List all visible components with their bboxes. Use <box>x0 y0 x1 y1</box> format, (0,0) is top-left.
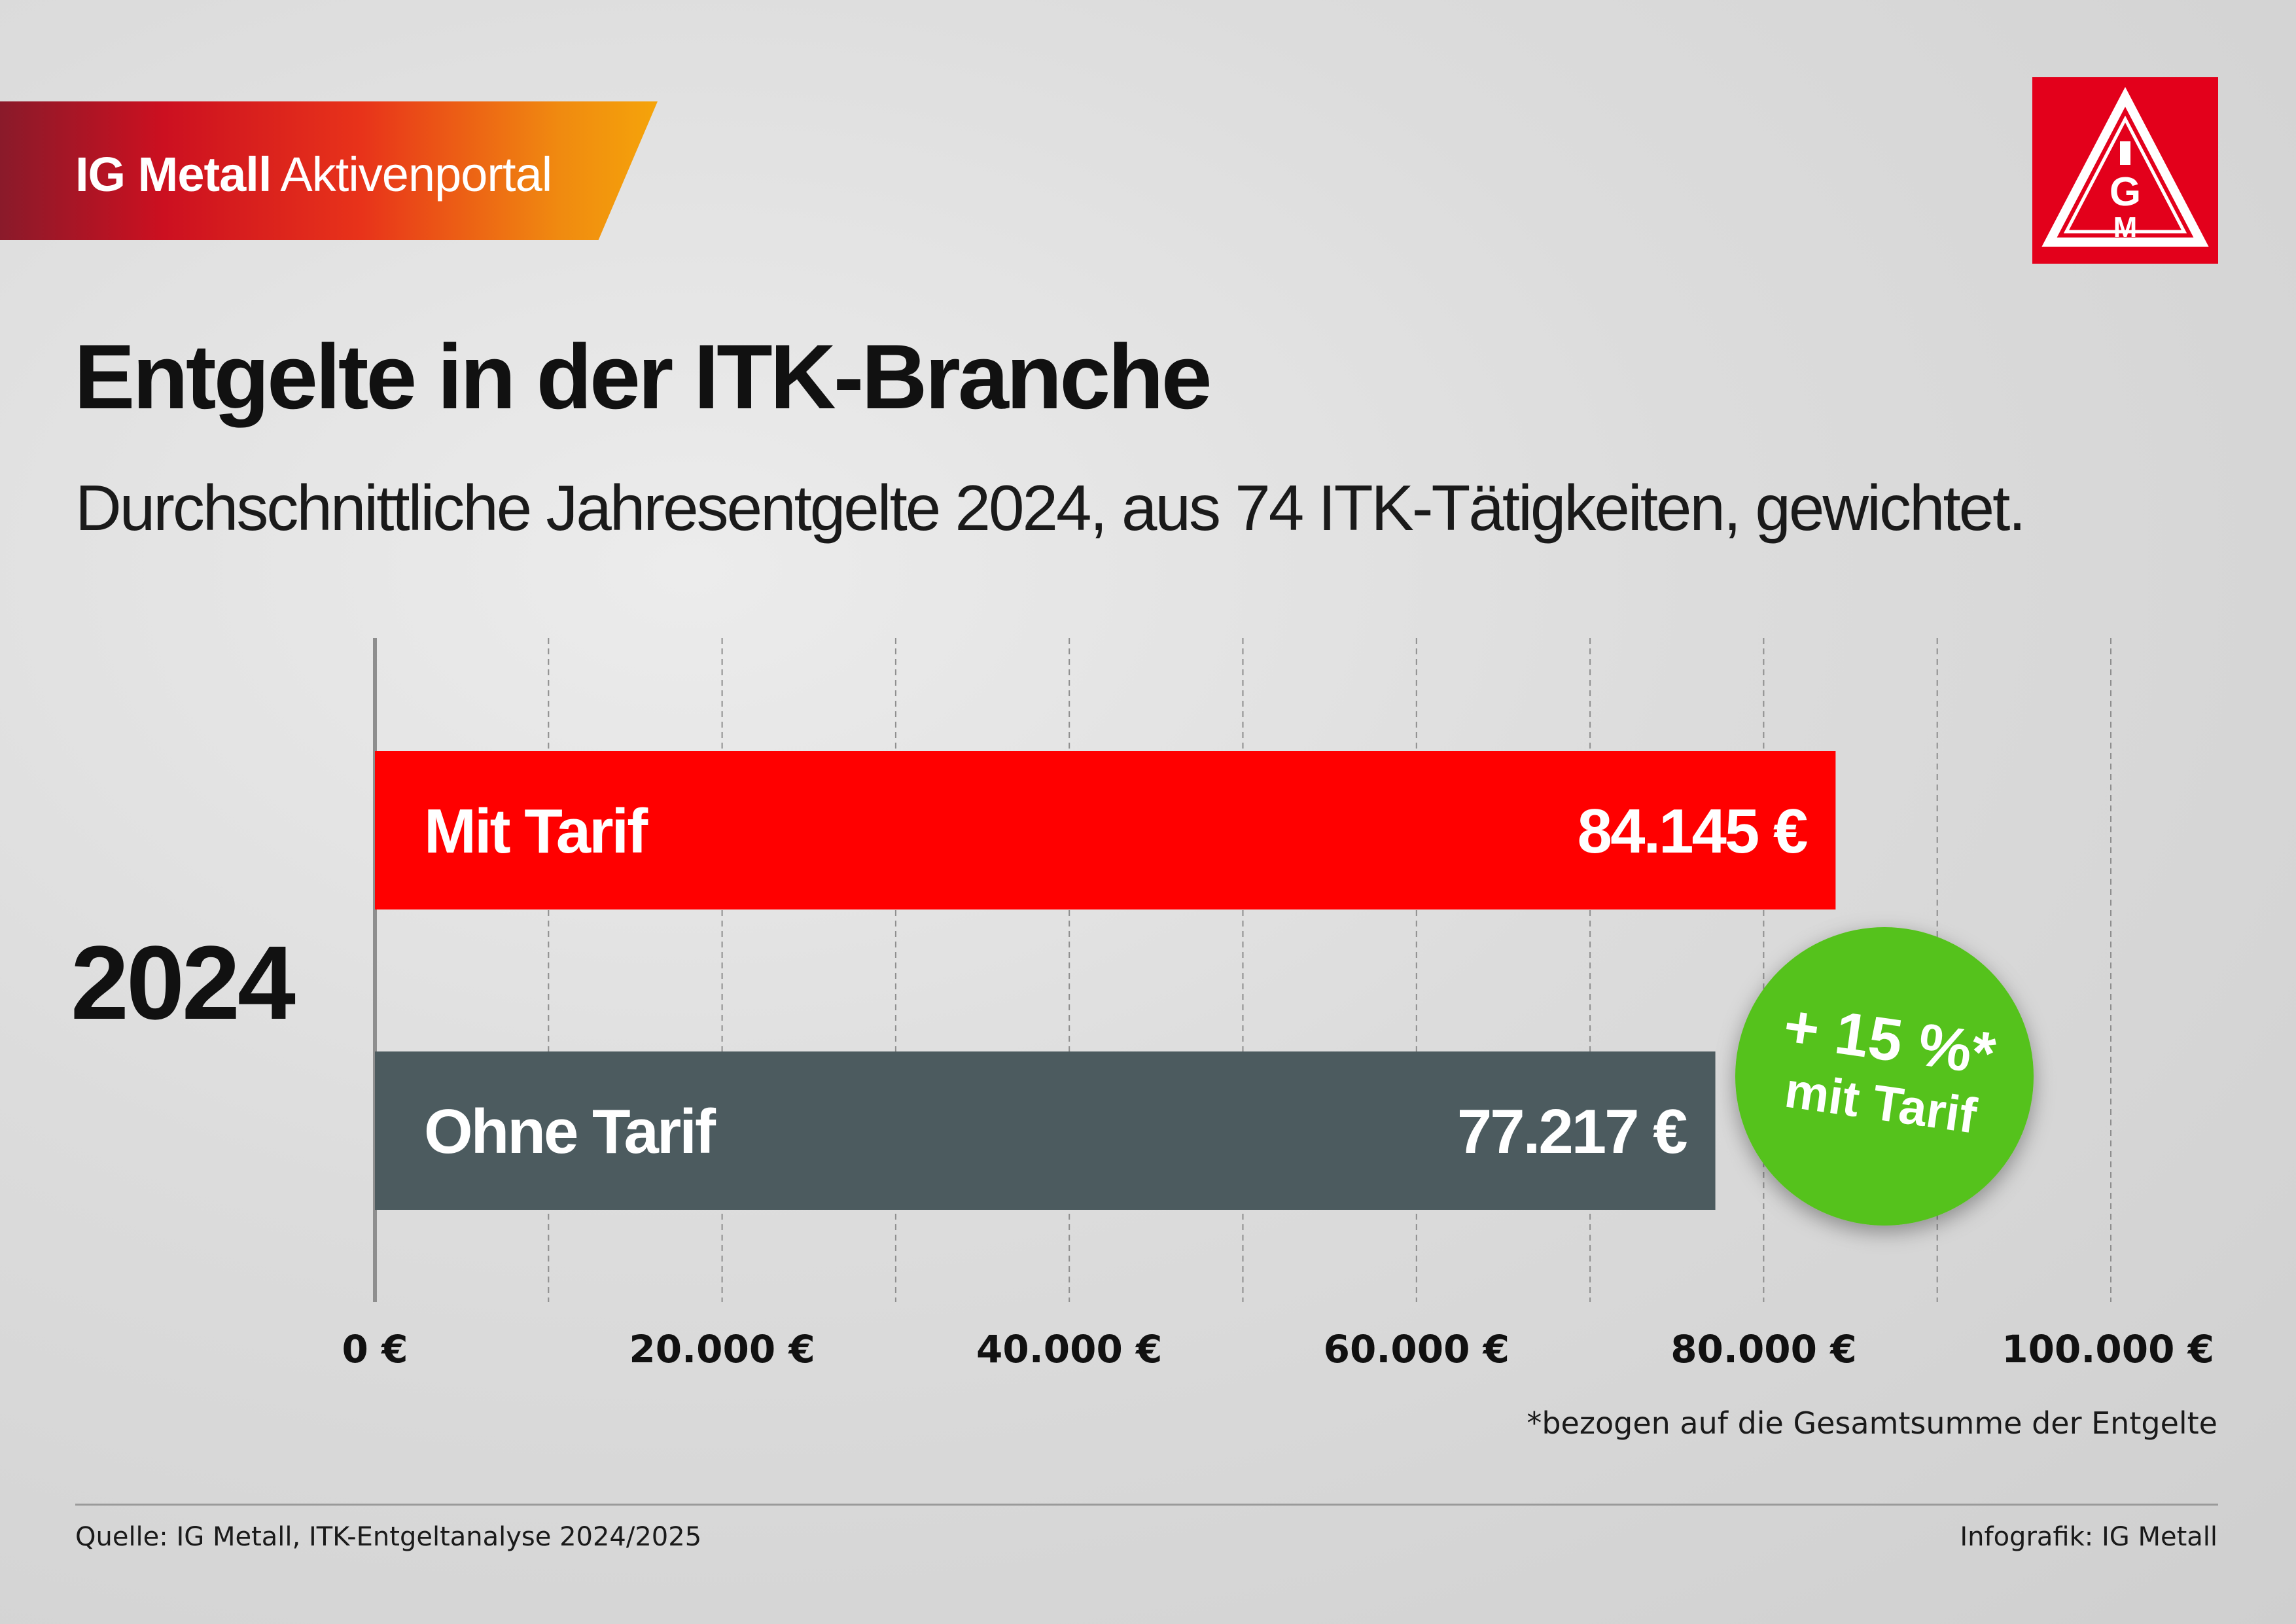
badge-text-group: + 15 %*mit Tarif <box>1780 992 2000 1144</box>
svg-text:G: G <box>2110 169 2141 215</box>
x-tick-label: 0 € <box>342 1327 408 1371</box>
bar <box>375 1051 1716 1210</box>
x-axis-tick-labels: 0 € 20.000 € 40.000 € 60.000 € 80.000 € 100.0… <box>342 1327 2214 1371</box>
bar <box>375 751 1836 909</box>
bars: Mit Tarif 84.145 € Ohne Tarif 77.217 € <box>375 751 1836 1210</box>
category-label: 2024 <box>71 924 296 1041</box>
bar-value-label: 77.217 € <box>1457 1097 1687 1167</box>
header-banner <box>0 101 658 240</box>
badge-circle <box>1735 927 2034 1226</box>
x-tick-label: 80.000 € <box>1670 1327 1856 1371</box>
bar-value-label: 84.145 € <box>1578 796 1807 866</box>
footnote: *bezogen auf die Gesamtsumme der Entgelt… <box>1527 1405 2217 1441</box>
x-tick-label: 60.000 € <box>1324 1327 1510 1371</box>
credit-note: Infografik: IG Metall <box>1960 1522 2217 1552</box>
bar-series-label: Mit Tarif <box>424 796 648 866</box>
footer-divider <box>75 1504 2218 1506</box>
x-tick-label: 40.000 € <box>976 1327 1162 1371</box>
bar-series-label: Ohne Tarif <box>424 1097 716 1167</box>
portal-name: Aktivenportal <box>280 147 552 202</box>
svg-text:M: M <box>2113 211 2138 243</box>
x-tick-label: 20.000 € <box>629 1327 815 1371</box>
page-subtitle: Durchschnittliche Jahresentgelte 2024, a… <box>75 472 2026 544</box>
annotation-badge: + 15 %*mit Tarif <box>1735 927 2034 1226</box>
x-tick-label: 100.000 € <box>2002 1327 2214 1371</box>
banner-text: IG Metall Aktivenportal <box>75 147 552 202</box>
percent-badge: + 15 %*mit Tarif <box>1735 927 2034 1226</box>
page-title: Entgelte in der ITK-Branche <box>74 325 1212 428</box>
brand-name: IG Metall <box>75 147 272 202</box>
igm-logo-icon: G M <box>2032 77 2218 264</box>
source-note: Quelle: IG Metall, ITK-Entgeltanalyse 20… <box>75 1522 702 1552</box>
